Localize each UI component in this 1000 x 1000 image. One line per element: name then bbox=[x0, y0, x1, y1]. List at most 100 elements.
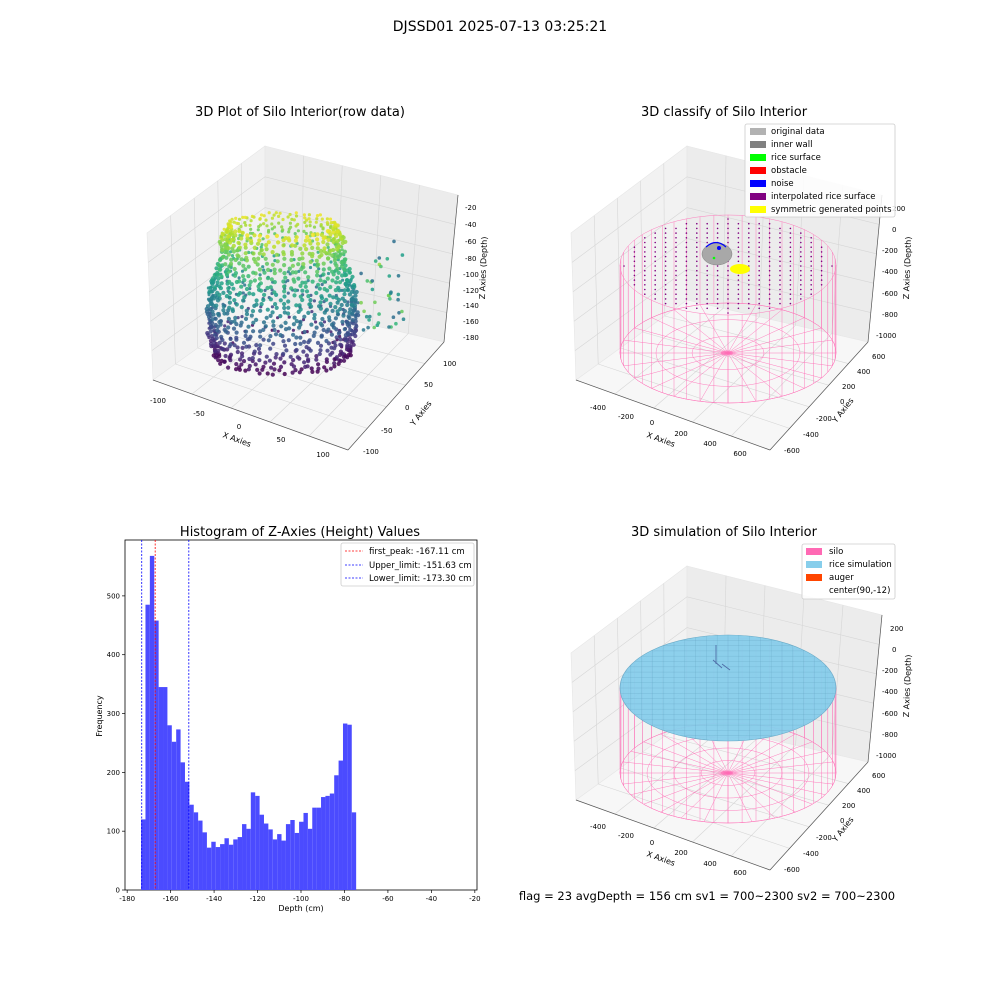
interpolated-point bbox=[685, 307, 688, 310]
raw-point bbox=[333, 252, 338, 257]
classify-x-tick: 200 bbox=[674, 430, 687, 438]
raw-point bbox=[291, 358, 296, 363]
raw-scatter-axes-box bbox=[146, 145, 459, 451]
raw-point bbox=[302, 360, 307, 365]
raw-point bbox=[344, 347, 350, 352]
interpolated-point bbox=[748, 293, 750, 296]
raw-point bbox=[272, 271, 277, 276]
interpolated-point bbox=[758, 302, 760, 305]
histogram-bar bbox=[259, 814, 264, 890]
raw-point bbox=[235, 349, 240, 355]
axis-line-z bbox=[867, 614, 883, 763]
raw-y-axis-label: Y Axies bbox=[408, 399, 434, 428]
classify-x-tick: -200 bbox=[618, 413, 634, 421]
raw-point bbox=[311, 333, 316, 338]
raw-point bbox=[243, 316, 249, 321]
histogram-x-tick-label: -120 bbox=[250, 895, 266, 903]
classify-silo-floor-spoke bbox=[651, 352, 729, 389]
interpolated-point bbox=[685, 288, 688, 291]
raw-point bbox=[220, 247, 225, 252]
grid-line bbox=[653, 736, 760, 829]
raw-point bbox=[212, 328, 217, 333]
interpolated-point bbox=[779, 265, 781, 267]
grid-line bbox=[571, 596, 880, 683]
raw-point bbox=[308, 298, 313, 303]
raw-point bbox=[282, 371, 287, 377]
raw-point bbox=[338, 349, 343, 354]
sim-x-tick: 600 bbox=[733, 869, 746, 877]
raw-point bbox=[221, 304, 226, 309]
raw-point bbox=[268, 285, 273, 290]
raw-point bbox=[294, 211, 298, 215]
raw-point bbox=[334, 229, 339, 235]
simulation-silo-floor-spoke bbox=[727, 772, 796, 813]
raw-point bbox=[265, 234, 270, 239]
raw-point bbox=[208, 285, 213, 290]
raw-point bbox=[365, 279, 370, 283]
raw-point bbox=[309, 322, 314, 327]
raw-point bbox=[250, 214, 254, 218]
interpolated-point bbox=[696, 302, 698, 305]
interpolated-point bbox=[779, 298, 781, 300]
interpolated-point bbox=[685, 269, 688, 272]
interpolated-point bbox=[685, 298, 688, 300]
raw-point bbox=[228, 342, 233, 347]
interpolated-point bbox=[633, 260, 636, 263]
raw-point bbox=[310, 369, 315, 374]
raw-point bbox=[281, 279, 286, 284]
interpolated-point bbox=[654, 265, 656, 267]
raw-point bbox=[256, 284, 261, 289]
interpolated-point bbox=[789, 251, 792, 253]
raw-point bbox=[265, 307, 270, 312]
grid-line bbox=[831, 605, 844, 754]
legend-label-interpolated: interpolated rice surface bbox=[771, 192, 876, 202]
sim-z-tick: -1000 bbox=[876, 752, 896, 760]
interpolated-point bbox=[664, 227, 667, 230]
legend-swatch-noise bbox=[750, 180, 766, 187]
raw-point bbox=[279, 324, 284, 329]
interpolated-point bbox=[768, 265, 771, 267]
raw-point bbox=[246, 367, 251, 372]
interpolated-point bbox=[644, 251, 646, 253]
classify-silo-floor-spoke bbox=[727, 352, 783, 397]
sim-y-tick: 400 bbox=[857, 787, 870, 795]
raw-point bbox=[273, 302, 278, 307]
legend-label-rice-surface: rice surface bbox=[771, 153, 821, 163]
interpolated-point bbox=[768, 279, 771, 281]
raw-point bbox=[353, 293, 358, 298]
classify-silo-floor-spoke bbox=[727, 317, 805, 354]
raw-point bbox=[345, 278, 350, 283]
raw-point bbox=[306, 279, 310, 283]
interpolated-point bbox=[675, 246, 677, 248]
simulation-silo-floor-spoke bbox=[680, 772, 729, 819]
raw-point bbox=[272, 213, 276, 217]
raw-point bbox=[261, 364, 266, 369]
raw-point bbox=[239, 236, 244, 241]
raw-point bbox=[314, 290, 319, 296]
raw-point bbox=[315, 232, 320, 237]
interpolated-point bbox=[685, 241, 688, 244]
raw-point bbox=[304, 345, 309, 350]
raw-point bbox=[290, 270, 295, 275]
raw-point bbox=[343, 281, 348, 286]
interpolated-point bbox=[696, 260, 698, 263]
grid-line bbox=[308, 333, 409, 437]
raw-point bbox=[334, 234, 339, 239]
raw-point bbox=[379, 264, 383, 269]
raw-point bbox=[237, 217, 242, 221]
raw-z-axis-label: Z Axies (Depth) bbox=[478, 236, 489, 299]
raw-point bbox=[303, 284, 308, 289]
interpolated-point bbox=[800, 241, 802, 244]
interpolated-point bbox=[737, 251, 740, 253]
interpolated-point bbox=[779, 260, 781, 263]
interpolated-point bbox=[696, 222, 698, 225]
raw-point bbox=[328, 352, 333, 357]
histogram-bar bbox=[290, 820, 295, 890]
raw-point bbox=[239, 320, 244, 325]
interpolated-point bbox=[706, 284, 708, 286]
grid-line bbox=[692, 744, 796, 843]
legend-swatch-auger bbox=[806, 574, 822, 581]
raw-point bbox=[230, 254, 235, 258]
raw-point bbox=[278, 268, 283, 273]
raw-point bbox=[339, 264, 344, 269]
